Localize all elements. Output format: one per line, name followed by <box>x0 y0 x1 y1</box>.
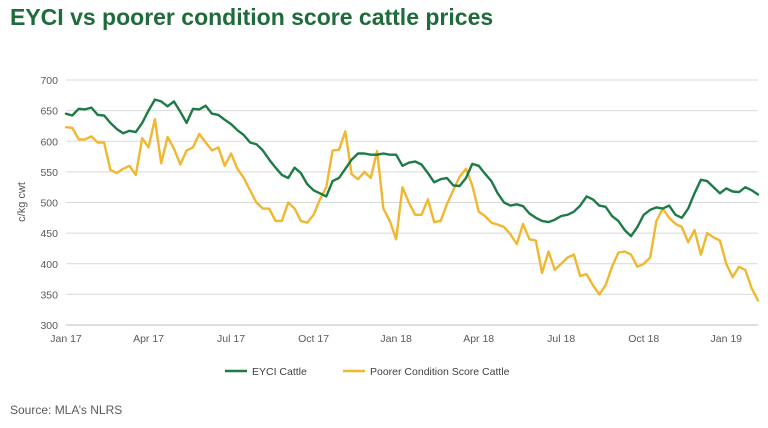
y-tick-label: 300 <box>40 320 58 332</box>
x-tick-label: Jan 18 <box>380 333 412 345</box>
series-line-poorer <box>64 117 760 302</box>
x-tick-label: Jul 18 <box>547 333 575 345</box>
y-tick-label: 600 <box>40 136 58 148</box>
y-axis-ticks: 300 350 400 450 500 550 600 650 700 <box>40 75 58 332</box>
x-axis-ticks: Jan 17 Apr 17 Jul 17 Oct 17 Jan 18 Apr 18 Jul … <box>50 333 742 345</box>
y-tick-label: 450 <box>40 228 58 240</box>
y-tick-label: 500 <box>40 198 58 210</box>
legend-label: EYCI Cattle <box>252 366 307 378</box>
y-tick-label: 350 <box>40 289 58 301</box>
y-tick-label: 650 <box>40 106 58 118</box>
y-tick-label: 400 <box>40 259 58 271</box>
x-tick-label: Jan 19 <box>710 333 742 345</box>
series-lines <box>64 98 760 302</box>
y-tick-label: 550 <box>40 167 58 179</box>
x-tick-label: Oct 18 <box>628 333 659 345</box>
legend: EYCI Cattle Poorer Condition Score Cattle <box>225 366 510 378</box>
legend-label: Poorer Condition Score Cattle <box>370 366 510 378</box>
chart-title: EYCI vs poorer condition score cattle pr… <box>10 4 494 30</box>
y-tick-label: 700 <box>40 75 58 87</box>
y-axis-label: c/kg cwt <box>16 182 28 222</box>
series-line-eyci <box>64 98 760 238</box>
x-tick-label: Jan 17 <box>50 333 82 345</box>
source-note: Source: MLA’s NLRS <box>10 403 123 417</box>
x-tick-label: Apr 17 <box>133 333 164 345</box>
x-tick-label: Oct 17 <box>298 333 329 345</box>
x-tick-label: Apr 18 <box>463 333 494 345</box>
gridlines <box>66 79 758 326</box>
x-tick-label: Jul 17 <box>217 333 245 345</box>
